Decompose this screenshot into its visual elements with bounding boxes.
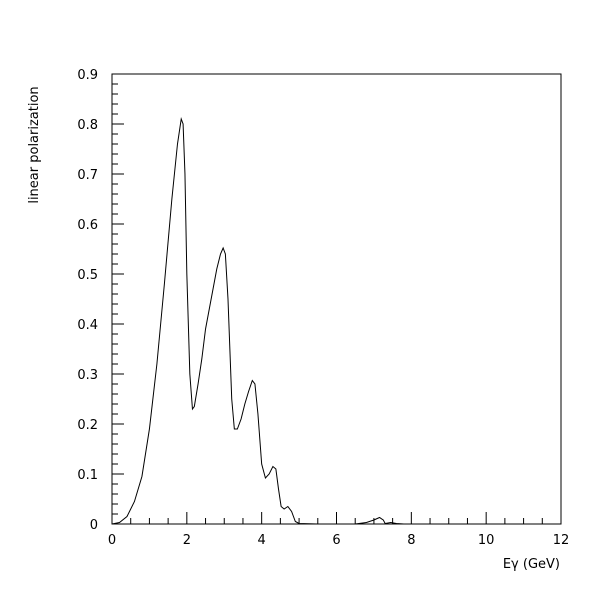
plot-frame xyxy=(111,73,562,525)
y-tick-labels: 0 0.1 0.2 0.3 0.4 0.5 0.6 0.7 0.8 0.9 xyxy=(77,68,98,533)
x-tick-label: 8 xyxy=(407,533,415,548)
x-tick-label: 6 xyxy=(332,533,340,548)
x-tick-label: 2 xyxy=(183,533,191,548)
x-tick-label: 0 xyxy=(108,533,116,548)
x-tick-label: 12 xyxy=(553,533,570,548)
x-tick-label: 10 xyxy=(478,533,495,548)
y-tick-label: 0.5 xyxy=(77,268,98,283)
y-tick-label: 0.1 xyxy=(77,468,98,483)
polarization-curve xyxy=(111,117,561,525)
y-tick-label: 0.2 xyxy=(77,418,98,433)
y-tick-label: 0.4 xyxy=(77,318,98,333)
y-tick-label: 0.8 xyxy=(77,118,98,133)
x-axis-title: Eγ (GeV) xyxy=(503,557,560,572)
x-tick-label: 4 xyxy=(258,533,266,548)
tick-marks xyxy=(111,73,562,525)
y-tick-label: 0 xyxy=(90,518,98,533)
y-tick-label: 0.6 xyxy=(77,218,98,233)
y-tick-label: 0.9 xyxy=(77,68,98,83)
y-tick-label: 0.3 xyxy=(77,368,98,383)
y-axis-title: linear polarization xyxy=(27,86,42,203)
y-tick-label: 0.7 xyxy=(77,168,98,183)
x-tick-labels: 0 2 4 6 8 10 12 xyxy=(108,533,569,548)
